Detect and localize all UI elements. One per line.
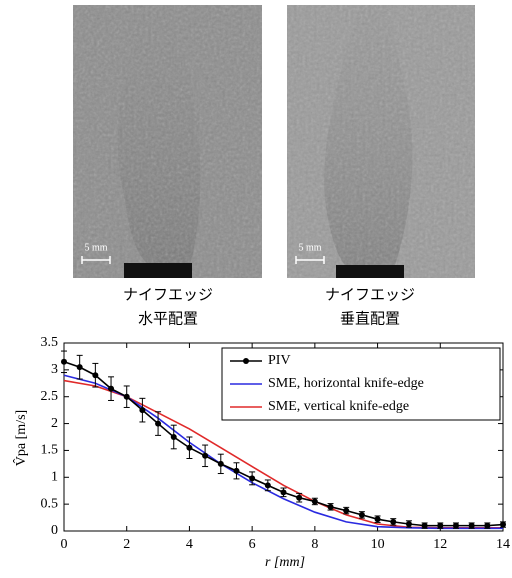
x-tick-label: 2 [123,537,130,552]
x-tick-label: 14 [496,537,510,552]
scale-label: 5 mm [298,242,321,253]
legend-marker [243,358,249,364]
marker [186,444,193,451]
x-tick-label: 4 [186,537,193,552]
y-tick-label: 2 [51,416,58,431]
marker [92,372,99,379]
y-tick-label: 3 [51,362,58,377]
y-tick-label: 0.5 [41,496,59,511]
legend-label: PIV [268,353,291,368]
marker [327,503,334,510]
marker [311,498,318,505]
marker [280,489,287,496]
marker [264,482,271,489]
legend-label: SME, vertical knife-edge [268,399,409,414]
marker [202,452,209,459]
marker [217,460,224,467]
y-axis-label: V̂pa [m/s] [13,410,30,466]
marker [343,507,350,514]
caption: 水平配置 [138,310,198,327]
photo-horizontal: 5 mm [73,5,262,278]
marker [76,364,83,371]
y-tick-label: 2.5 [41,389,59,404]
caption: ナイフエッジ [123,287,213,303]
marker [500,521,506,528]
x-axis-label: r [mm] [265,555,305,570]
x-tick-label: 12 [433,537,447,552]
photo-vertical: 5 mm [287,5,475,278]
legend-box [221,347,501,421]
marker [61,358,67,365]
scale-label: 5 mm [84,242,107,253]
marker [421,522,428,529]
marker [170,434,177,440]
x-tick-label: 0 [61,537,68,552]
marker [374,516,381,523]
x-tick-label: 10 [371,537,385,552]
marker [249,475,256,482]
series-line [63,374,503,530]
marker [155,420,162,427]
x-tick-label: 6 [249,537,256,552]
y-tick-label: 3.5 [41,335,59,350]
marker [139,407,146,414]
caption: ナイフエッジ [325,287,415,303]
caption: 垂直配置 [340,310,400,327]
marker [123,393,130,400]
marker [233,467,240,474]
marker [390,518,397,525]
marker [358,511,365,518]
marker [437,522,444,529]
y-tick-label: 0 [51,523,58,538]
marker [108,385,115,392]
marker [296,494,303,501]
legend-label: SME, horizontal knife-edge [268,376,424,391]
marker [468,522,475,529]
marker [484,522,491,529]
marker [452,522,459,529]
marker [405,521,412,528]
y-tick-label: 1 [51,470,58,485]
x-tick-label: 8 [311,537,318,552]
y-tick-label: 1.5 [41,443,59,458]
